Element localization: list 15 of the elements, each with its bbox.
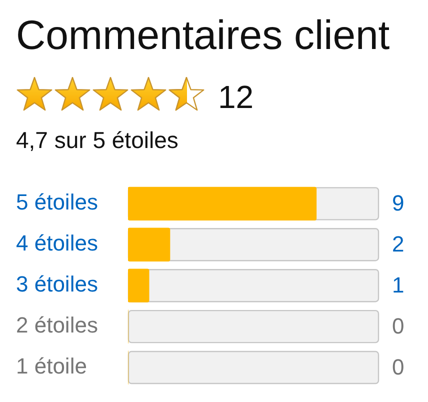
- y-tick-label: 4 étoiles: [16, 230, 98, 256]
- text: 12: [218, 79, 254, 115]
- chart-subtitle: 4,7 sur 5 étoiles: [16, 127, 178, 153]
- y-tick-label: 2 étoiles: [16, 312, 98, 338]
- y-tick-label: 5 étoiles: [16, 190, 98, 215]
- data-label: 9: [392, 190, 404, 216]
- y-tick-label: 3 étoiles: [16, 272, 98, 297]
- bar: [128, 268, 150, 302]
- data-label: 0: [392, 314, 404, 339]
- data-label: 2: [392, 232, 404, 257]
- data-label: 0: [392, 354, 404, 380]
- bar: [128, 228, 170, 262]
- data-label: 1: [392, 272, 404, 298]
- chart-title: Commentaires client: [16, 12, 390, 58]
- y-tick-label: 1 étoile: [16, 354, 87, 379]
